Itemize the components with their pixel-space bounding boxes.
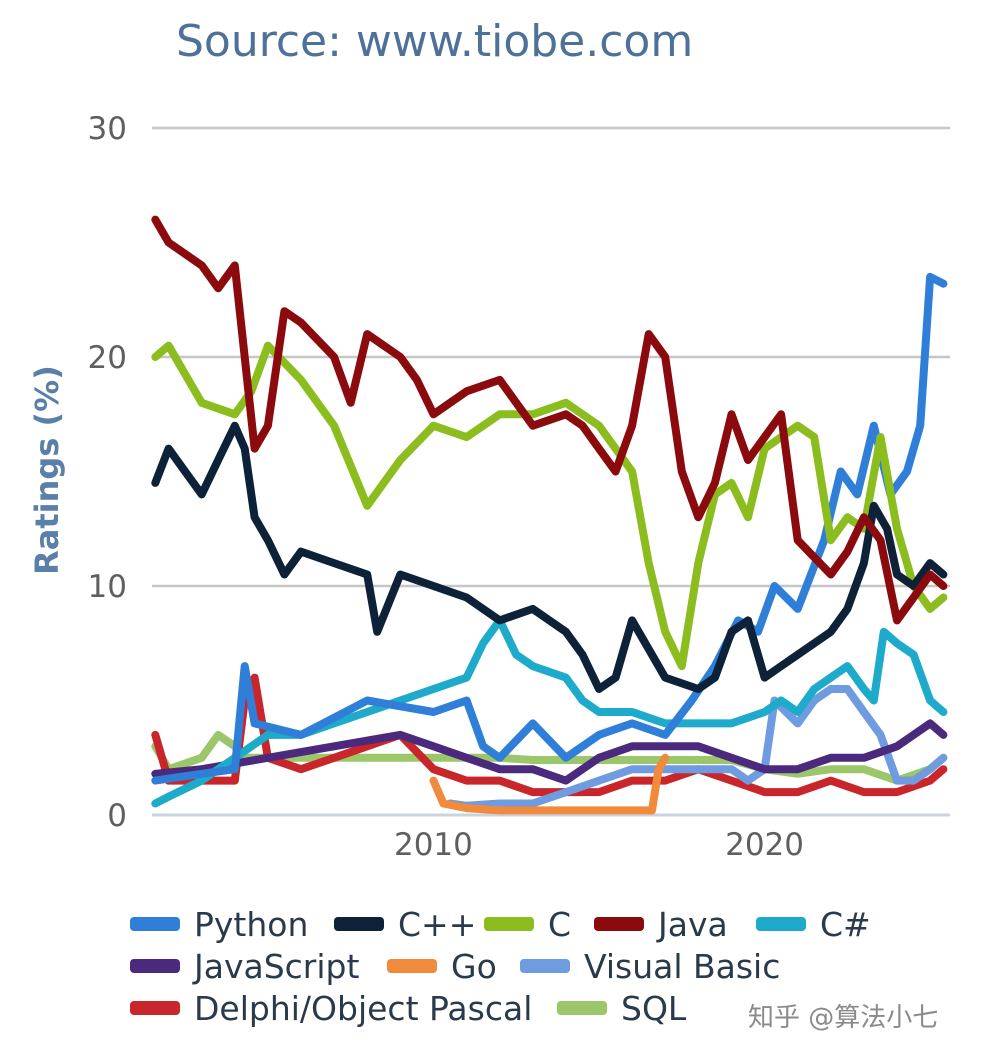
legend-swatch: [594, 917, 644, 931]
legend-label: C#: [820, 905, 871, 944]
legend-item: Delphi/Object Pascal: [130, 989, 532, 1028]
legend-item: SQL: [557, 989, 687, 1028]
legend-swatch: [484, 917, 534, 931]
legend: Python C++ C Java C# JavaScript Go Visual Basic…: [130, 905, 871, 1028]
legend-swatch: [130, 1001, 180, 1015]
series-line-c: [151, 341, 948, 671]
legend-label: Visual Basic: [584, 947, 780, 986]
legend-item: Java: [594, 905, 728, 944]
chart-title: Source: www.tiobe.com: [176, 16, 693, 67]
y-tick-label: 10: [88, 569, 127, 605]
legend-label: C++: [398, 905, 476, 944]
x-tick-labels: 2010 2020: [394, 827, 804, 863]
x-tick-label: 2010: [394, 827, 473, 863]
y-tick-labels: 0 10 20 30: [88, 111, 127, 834]
legend-item: Python: [130, 905, 308, 944]
legend-label: SQL: [621, 989, 687, 1028]
legend-label: C: [548, 905, 571, 944]
legend-label: Delphi/Object Pascal: [194, 989, 532, 1028]
series-line-java: [151, 215, 948, 625]
watermark-text: 知乎 @算法小七: [748, 1003, 938, 1033]
legend-item: C: [484, 905, 571, 944]
series-line-python: [151, 272, 948, 785]
series-line-c-: [151, 421, 948, 693]
y-tick-label: 0: [107, 798, 127, 834]
legend-swatch: [756, 917, 806, 931]
legend-item: Visual Basic: [520, 947, 780, 986]
legend-label: JavaScript: [192, 947, 359, 986]
legend-item: C++: [334, 905, 476, 944]
legend-swatch: [130, 959, 180, 973]
y-tick-label: 20: [88, 340, 127, 376]
y-axis-label: Ratings (%): [28, 365, 66, 575]
legend-item: Go: [387, 947, 497, 986]
legend-label: Python: [194, 905, 308, 944]
legend-label: Java: [656, 905, 728, 944]
legend-swatch: [520, 959, 570, 973]
x-tick-label: 2020: [725, 827, 804, 863]
y-tick-label: 30: [88, 111, 127, 147]
legend-label: Go: [451, 947, 497, 986]
legend-swatch: [387, 959, 437, 973]
series-lines: [151, 215, 948, 815]
legend-item: C#: [756, 905, 871, 944]
series-line-go: [429, 753, 670, 815]
legend-swatch: [130, 917, 180, 931]
series-line-javascript: [151, 719, 948, 785]
legend-swatch: [557, 1001, 607, 1015]
legend-swatch: [334, 917, 384, 931]
gridlines: [152, 126, 950, 817]
legend-item: JavaScript: [130, 947, 359, 986]
